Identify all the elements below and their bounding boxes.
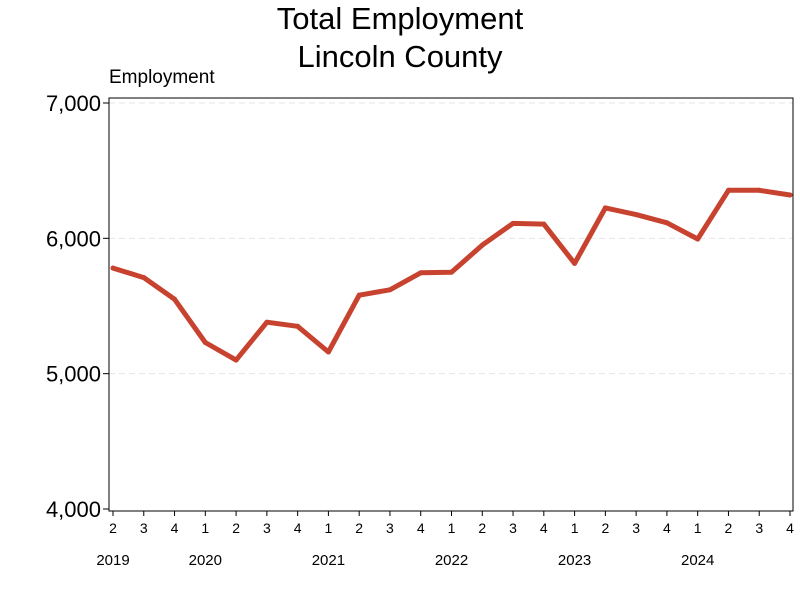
data-point	[787, 192, 793, 198]
y-axis-label: Employment	[109, 67, 215, 88]
x-tick-label: 3	[755, 520, 763, 536]
data-point	[602, 205, 608, 211]
data-point	[110, 265, 116, 271]
x-tick-label: 4	[540, 520, 548, 536]
data-point	[202, 340, 208, 346]
x-tick-label: 3	[263, 520, 271, 536]
x-tick-label: 3	[386, 520, 394, 536]
data-point	[233, 357, 239, 363]
x-tick-label: 2	[478, 520, 486, 536]
x-tick-label: 1	[325, 520, 333, 536]
grid-lines	[109, 102, 793, 375]
x-tick-label: 1	[571, 520, 579, 536]
x-tick-label: 1	[201, 520, 209, 536]
data-point	[325, 349, 331, 355]
x-tick-label: 2	[109, 520, 117, 536]
year-label: 2020	[189, 552, 222, 569]
data-point	[264, 319, 270, 325]
x-tick-label: 3	[140, 520, 148, 536]
year-label: 2019	[96, 552, 129, 569]
data-point	[725, 187, 731, 193]
x-tick-label: 4	[663, 520, 671, 536]
plot-frame	[108, 97, 794, 512]
x-tick-label: 4	[171, 520, 179, 536]
series-line	[110, 187, 793, 363]
y-tick-label: 5,000	[46, 362, 101, 387]
x-tick-label: 1	[448, 520, 456, 536]
x-tick-label: 2	[355, 520, 363, 536]
data-point	[479, 242, 485, 248]
data-point	[510, 220, 516, 226]
data-point	[633, 212, 639, 218]
x-tick-label: 2	[725, 520, 733, 536]
series-group	[110, 187, 793, 363]
x-tick-label: 4	[294, 520, 302, 536]
data-point	[572, 260, 578, 266]
y-axis-ticks: 4,000 5,000 6,000 7,000	[46, 91, 109, 522]
x-tick-label: 4	[417, 520, 425, 536]
x-tick-label: 3	[632, 520, 640, 536]
x-tick-label: 4	[786, 520, 794, 536]
y-tick-label: 4,000	[46, 497, 101, 522]
year-label: 2021	[312, 552, 345, 569]
data-point	[387, 287, 393, 293]
year-label: 2024	[681, 552, 714, 569]
x-tick-label: 2	[232, 520, 240, 536]
y-tick-label: 7,000	[46, 91, 101, 116]
chart-title-line-1: Total Employment	[276, 1, 524, 36]
data-point	[664, 220, 670, 226]
chart-title-line-2: Lincoln County	[297, 39, 503, 74]
year-label: 2022	[435, 552, 468, 569]
x-tick-label: 2	[601, 520, 609, 536]
data-point	[141, 275, 147, 281]
data-point	[449, 269, 454, 275]
data-point	[356, 292, 362, 298]
x-tick-label: 3	[509, 520, 517, 536]
data-point	[172, 296, 178, 302]
data-point	[756, 187, 762, 193]
x-axis-ticks: 2 3 4 1 2 3 4 1 2 3 4 1 2 3 4 1 2 3 4 1 2 3 4 2019 2020 2021 2022 2…	[96, 511, 794, 569]
data-point	[418, 270, 424, 276]
data-point	[541, 221, 547, 227]
y-tick-label: 6,000	[46, 226, 101, 251]
data-point	[695, 236, 701, 242]
year-label: 2023	[558, 552, 591, 569]
x-tick-label: 1	[694, 520, 702, 536]
data-point	[295, 323, 301, 329]
